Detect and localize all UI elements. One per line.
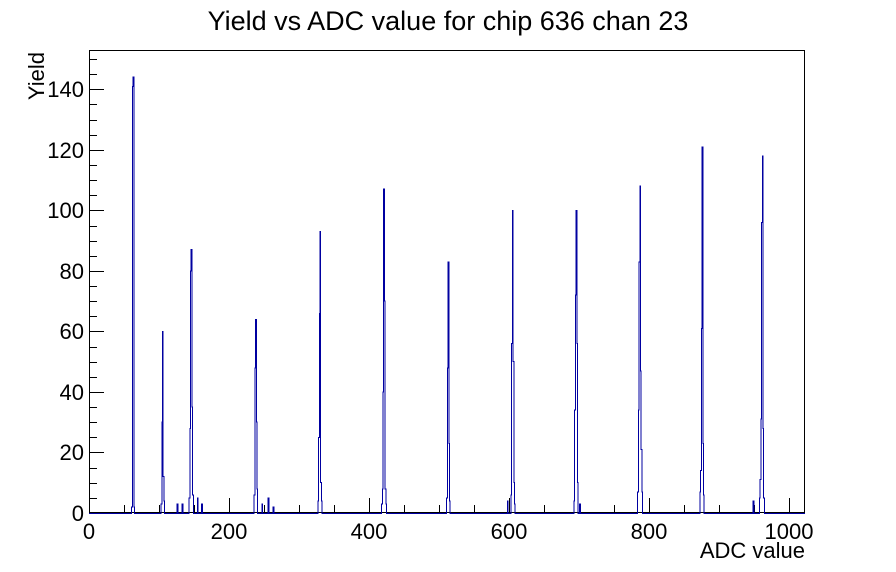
y-axis-title: Yield — [24, 52, 49, 100]
chart-title: Yield vs ADC value for chip 636 chan 23 — [207, 6, 689, 36]
axis-tick-labels: 0 200 400 600 800 1000 0 20 40 60 80 100 120 140 — [47, 77, 813, 544]
y-tick-label: 120 — [47, 138, 84, 163]
x-tick-label: 400 — [351, 519, 388, 544]
y-tick-label: 100 — [47, 198, 84, 223]
y-tick-label: 20 — [60, 440, 84, 465]
y-tick-label: 0 — [72, 501, 84, 526]
axis-ticks — [89, 59, 790, 514]
x-tick-label: 0 — [83, 519, 95, 544]
y-tick-label: 40 — [60, 380, 84, 405]
x-tick-label: 1000 — [765, 519, 814, 544]
y-tick-label: 60 — [60, 319, 84, 344]
x-tick-label: 800 — [631, 519, 668, 544]
y-tick-label: 80 — [60, 259, 84, 284]
x-tick-label: 200 — [211, 519, 248, 544]
histogram-series — [89, 76, 805, 514]
x-axis-title: ADC value — [700, 538, 805, 563]
y-tick-label: 140 — [47, 77, 84, 102]
x-tick-label: 600 — [491, 519, 528, 544]
